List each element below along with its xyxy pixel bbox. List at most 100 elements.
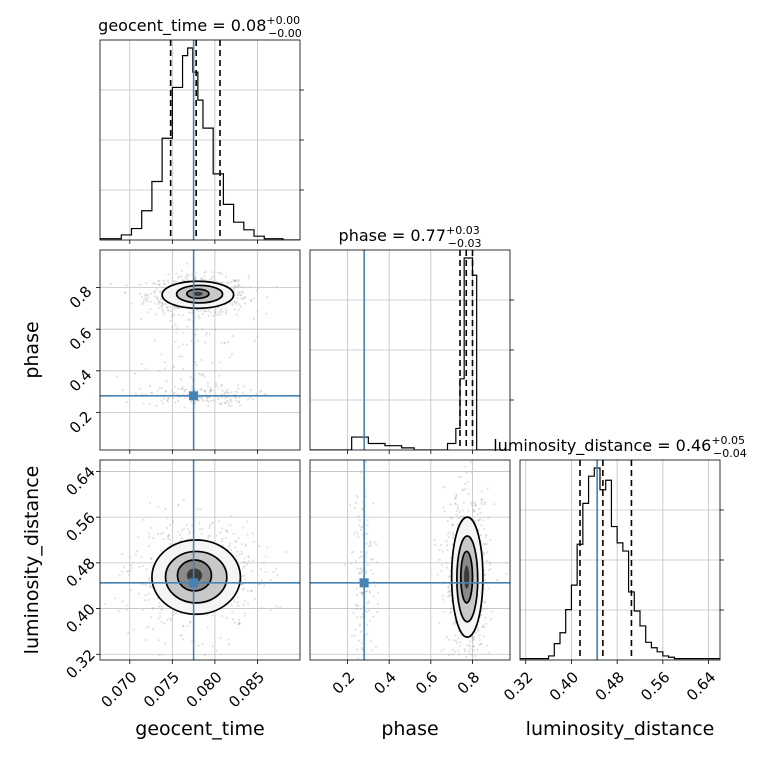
contour-level-0	[450, 516, 484, 638]
sample-point	[142, 402, 145, 405]
sample-point	[505, 561, 508, 564]
sample-point	[231, 611, 234, 614]
sample-point	[442, 610, 445, 614]
sample-point	[242, 575, 245, 578]
sample-point	[359, 608, 362, 611]
sample-point	[246, 602, 250, 605]
sample-point	[161, 303, 165, 306]
x-tick-label-phase: 0.8	[454, 668, 484, 698]
sample-point	[142, 518, 145, 521]
sample-point	[171, 392, 174, 395]
contour-level-2	[459, 550, 474, 604]
sample-point	[177, 345, 180, 349]
sample-point	[225, 391, 229, 395]
sample-point	[181, 638, 184, 641]
sample-point	[241, 392, 244, 395]
sample-point	[140, 295, 144, 298]
sample-point	[459, 641, 462, 644]
sample-point	[156, 617, 160, 620]
sample-point	[175, 331, 178, 334]
sample-point	[359, 671, 361, 673]
sample-point	[447, 587, 450, 590]
sample-point	[233, 284, 236, 287]
title-upper-error: +0.03	[446, 224, 480, 237]
sample-point	[234, 396, 237, 400]
sample-point	[181, 313, 184, 317]
sample-point	[241, 290, 244, 293]
sample-point	[224, 275, 227, 278]
sample-point	[361, 591, 364, 595]
sample-point	[227, 341, 230, 344]
sample-point	[375, 543, 378, 546]
sample-point	[220, 272, 223, 276]
sample-point	[279, 606, 282, 609]
sample-point	[455, 493, 458, 496]
sample-point	[193, 389, 197, 392]
sample-point	[481, 498, 484, 501]
sample-point	[447, 536, 450, 539]
sample-point	[354, 502, 358, 505]
sample-point	[472, 638, 475, 642]
sample-point	[166, 400, 170, 403]
sample-point	[166, 309, 169, 312]
sample-point	[255, 392, 258, 396]
x-tick-label-phase: 0.4	[370, 668, 400, 698]
sample-point	[201, 312, 204, 316]
sample-point	[157, 301, 160, 304]
sample-point	[180, 529, 184, 532]
sample-point	[464, 482, 467, 485]
sample-point	[155, 313, 158, 316]
sample-point	[260, 389, 263, 392]
sample-point	[448, 590, 451, 593]
sample-point	[203, 275, 206, 278]
sample-point	[203, 654, 206, 657]
sample-point	[133, 372, 137, 375]
sample-point	[224, 390, 228, 393]
sample-point	[173, 391, 176, 395]
sample-point	[241, 552, 244, 555]
sample-point	[236, 595, 239, 599]
sample-point	[253, 597, 257, 601]
sample-point	[229, 399, 232, 402]
sample-point	[197, 644, 200, 647]
sample-point	[150, 557, 153, 560]
sample-point	[149, 585, 152, 588]
sample-point	[147, 625, 150, 628]
sample-point	[275, 605, 278, 608]
axes-frame-2-0	[99, 459, 301, 661]
sample-point	[156, 389, 159, 392]
sample-point	[365, 551, 368, 554]
sample-point	[455, 514, 458, 517]
sample-point	[442, 506, 445, 509]
sample-point	[140, 362, 143, 366]
sample-point	[469, 461, 472, 464]
sample-point	[228, 544, 231, 547]
sample-point	[167, 273, 170, 276]
sample-point	[221, 389, 224, 392]
y-tick-label-luminosity_distance: 0.32	[62, 646, 98, 682]
sample-point	[263, 584, 266, 587]
sample-point	[451, 543, 454, 546]
sample-point	[182, 498, 185, 502]
sample-point	[162, 310, 165, 314]
sample-point	[456, 636, 459, 640]
sample-point	[220, 307, 223, 310]
sample-point	[474, 504, 477, 507]
sample-point	[264, 555, 267, 558]
axes-frame-1-0	[99, 249, 301, 451]
sample-point	[480, 642, 483, 645]
sample-point	[258, 545, 261, 548]
sample-point	[241, 291, 244, 294]
x-tick-label-phase: 0.6	[412, 668, 442, 698]
sample-point	[127, 631, 130, 634]
sample-point	[350, 634, 354, 638]
sample-point	[454, 634, 457, 637]
grid-1-1	[310, 250, 510, 450]
contour-level-2	[185, 288, 210, 300]
sample-point	[207, 310, 210, 313]
sample-point	[187, 274, 190, 277]
sample-point	[471, 635, 474, 639]
sample-point	[197, 399, 201, 402]
sample-point	[356, 616, 359, 619]
sample-point	[189, 621, 192, 624]
